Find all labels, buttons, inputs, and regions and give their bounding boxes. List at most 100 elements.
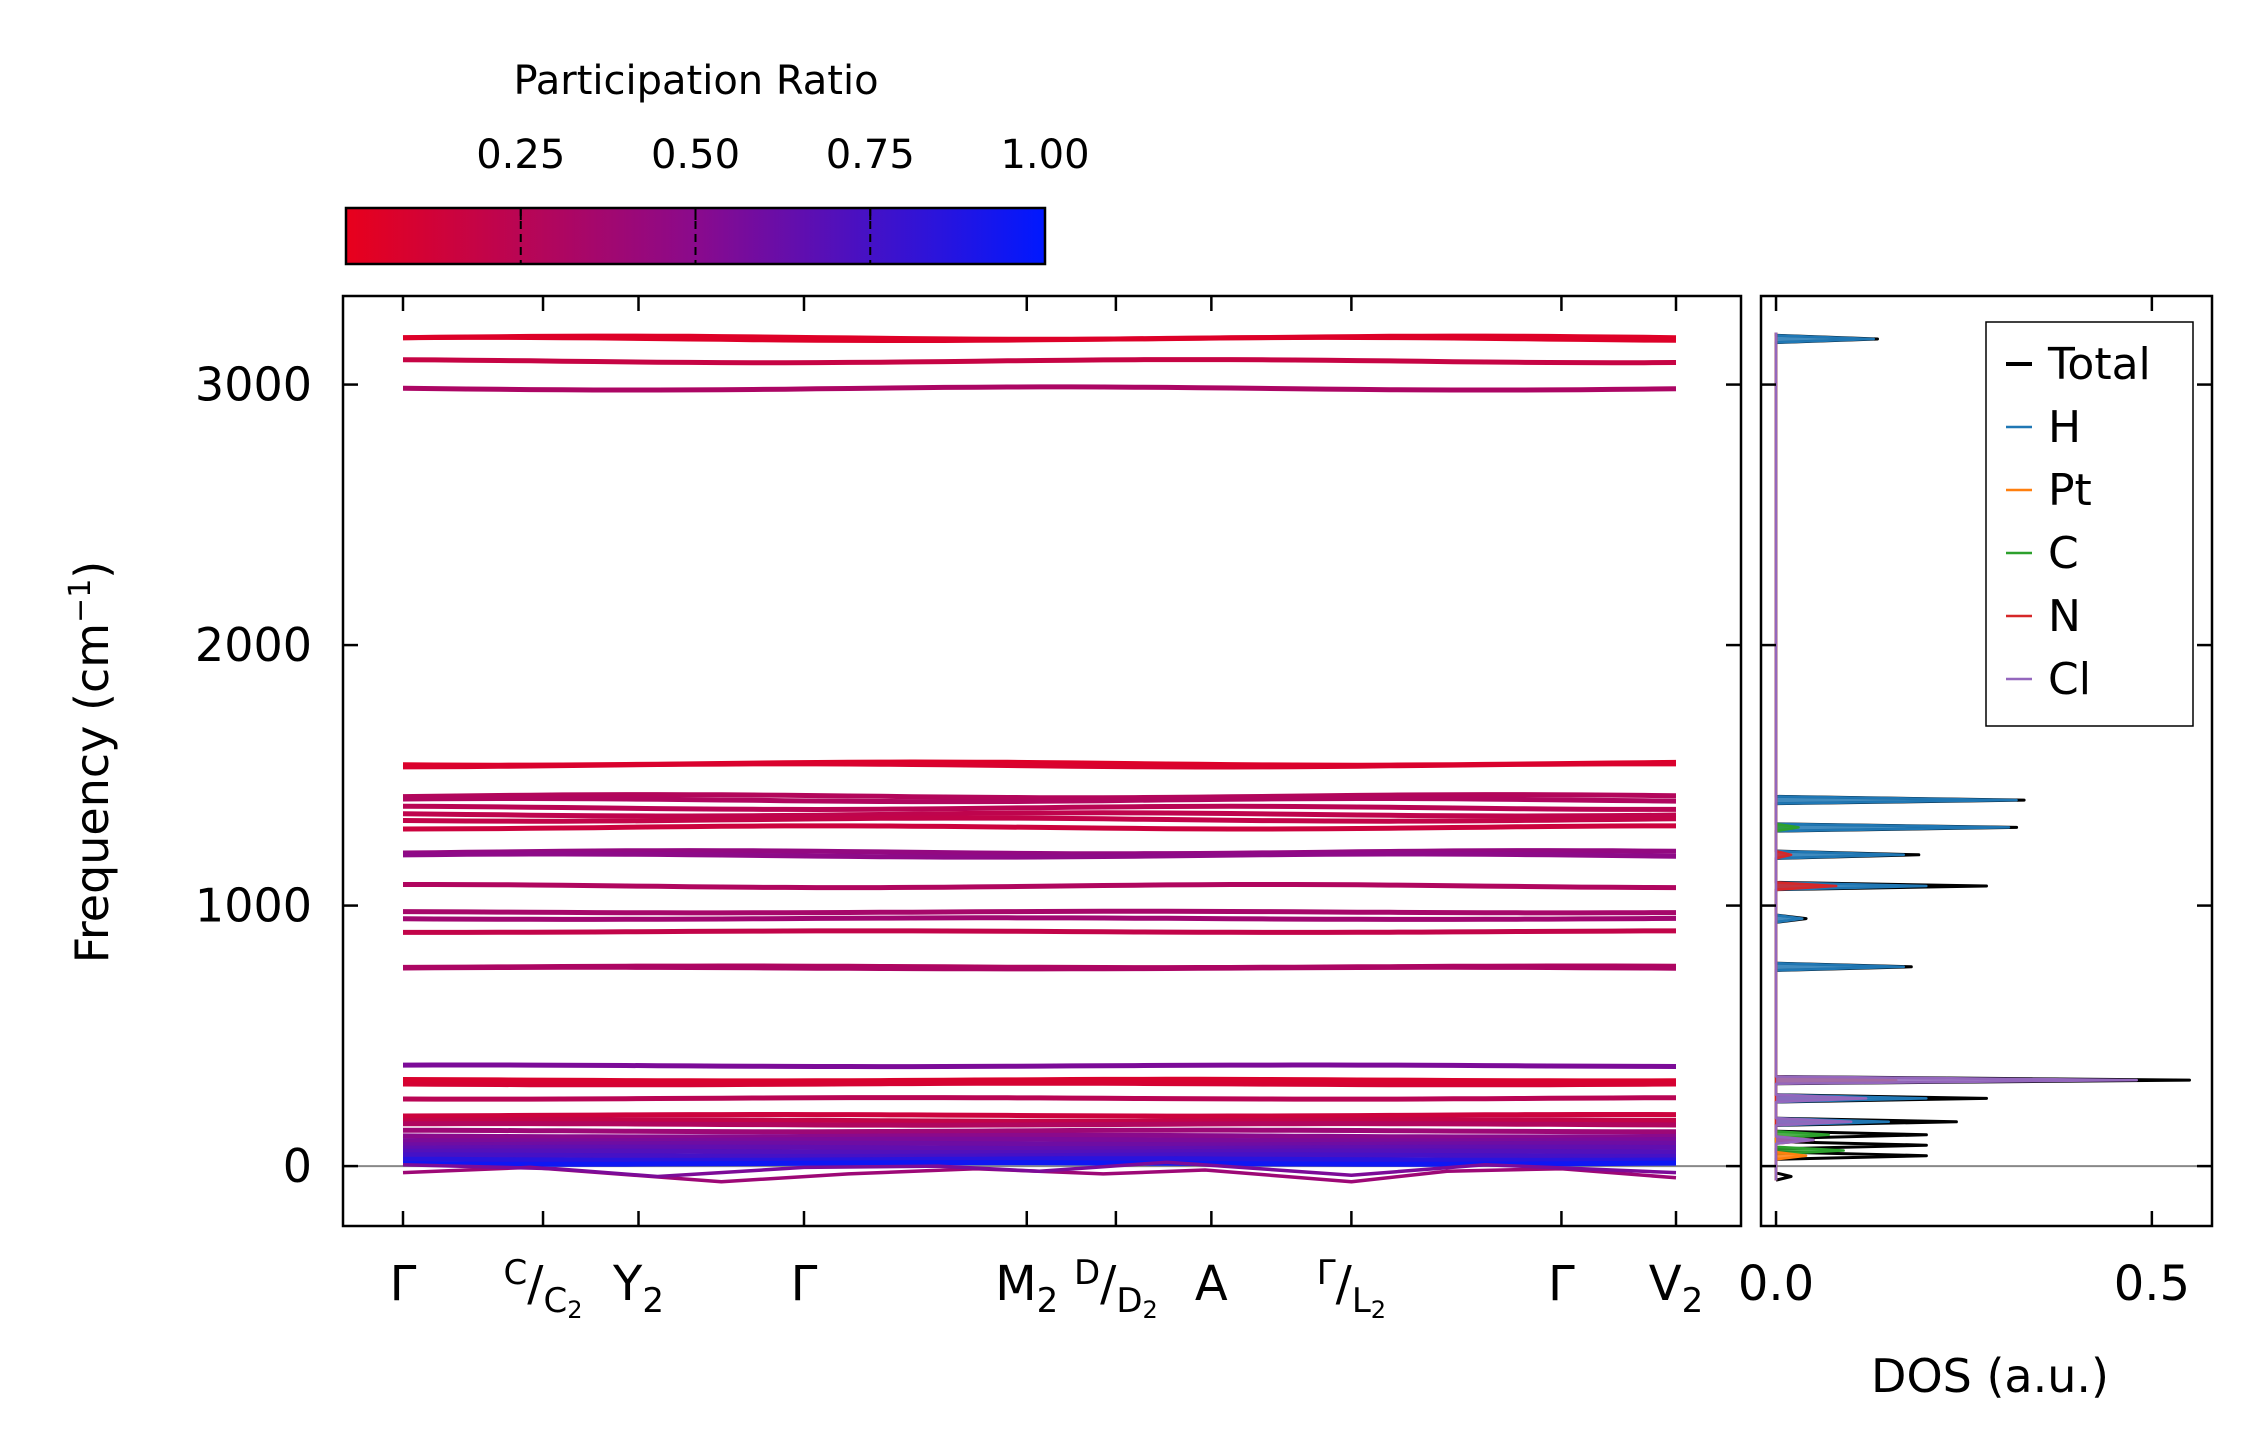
band-line xyxy=(403,1140,1676,1148)
band-line xyxy=(402,964,1677,972)
band-line xyxy=(402,761,1676,770)
dos-line-h xyxy=(1774,332,2018,1181)
dos-fill-pt xyxy=(1776,332,1897,1181)
band-line xyxy=(402,1112,1677,1119)
x-tick-label-main: Γ xyxy=(1548,1256,1575,1312)
legend-label-total: Total xyxy=(2047,339,2151,390)
legend-label-h: H xyxy=(2048,402,2081,453)
x-tick-label-sub: L xyxy=(1352,1281,1371,1321)
band-line xyxy=(402,1076,1677,1084)
x-tick-label-main: Y xyxy=(612,1256,643,1312)
band-line xyxy=(402,1144,1677,1152)
band-line xyxy=(402,1062,1677,1070)
colorbar-ticks xyxy=(519,208,1046,264)
x-tick-label-sub2: 2 xyxy=(1143,1296,1158,1324)
dos-legend: Total H Pt CN Cl xyxy=(2006,339,2151,705)
x-tick-label-sub: 2 xyxy=(1682,1281,1704,1321)
band-line xyxy=(402,796,1677,805)
band-line xyxy=(403,882,1677,891)
band-line xyxy=(402,1148,1677,1155)
band-plot-frame xyxy=(341,294,1743,1228)
y-tick-label: 1000 xyxy=(195,879,312,933)
band-line xyxy=(402,384,1677,393)
band-line xyxy=(402,1136,1677,1144)
y-axis-label-sup: −1 xyxy=(63,579,98,623)
colorbar-title: Participation Ratio xyxy=(513,58,878,104)
band-y-ticks: 0 1000 2000 3000 xyxy=(195,358,1741,1193)
band-line xyxy=(402,1156,1677,1163)
y-tick-label: 0 xyxy=(283,1139,312,1193)
x-tick-label-slash: / xyxy=(1100,1256,1117,1312)
band-line xyxy=(402,1117,1677,1124)
dos-line-pt xyxy=(1774,332,1898,1181)
colorbar-tick-label: 0.25 xyxy=(476,132,565,178)
dos-fill-h xyxy=(1776,332,2017,1181)
x-tick-label-sub: C xyxy=(543,1281,567,1321)
x-tick-label-sup: D xyxy=(1074,1253,1100,1293)
x-tick-label-main: A xyxy=(1195,1256,1228,1312)
x-tick-label-gamma-l2: Γ/L2 xyxy=(1317,1253,1386,1324)
colorbar-tick-label: 1.00 xyxy=(1000,132,1089,178)
band-line xyxy=(402,848,1677,857)
x-tick-label-main: V xyxy=(1649,1256,1682,1312)
band-line xyxy=(402,810,1677,819)
band-line xyxy=(402,1095,1677,1102)
legend-label-n: N xyxy=(2048,591,2081,642)
band-line xyxy=(402,1121,1677,1128)
dos-fill-n xyxy=(1776,332,1837,1181)
y-tick-label: 2000 xyxy=(195,618,312,672)
y-axis-label-close: ) xyxy=(65,561,119,579)
x-tick-label-main: Γ xyxy=(791,1256,818,1312)
x-tick-label-gamma1: Γ xyxy=(390,1256,417,1312)
x-tick-label-sub2: 2 xyxy=(567,1296,582,1324)
x-tick-label-sub: D xyxy=(1116,1281,1142,1321)
legend-label-c: C xyxy=(2048,528,2079,579)
x-tick-label-sub: 2 xyxy=(642,1281,664,1321)
band-line xyxy=(402,357,1677,366)
legend-label-cl: Cl xyxy=(2048,654,2091,705)
band-line xyxy=(402,334,1677,343)
dos-line-n xyxy=(1774,332,1838,1181)
x-tick-label-sup: Γ xyxy=(1317,1253,1336,1293)
band-x-ticks: Γ C/C2 Y2 Γ M2D/D2 A Γ/L2 Γ V2 xyxy=(390,296,1703,1324)
band-line xyxy=(403,928,1676,935)
y-tick-label: 3000 xyxy=(195,358,312,412)
x-tick-label-a: A xyxy=(1195,1256,1228,1312)
band-lines xyxy=(402,333,1677,1184)
x-tick-label-slash: / xyxy=(527,1256,544,1312)
dos-curves xyxy=(1774,332,2191,1182)
colorbar-tick-label: 0.75 xyxy=(826,132,915,178)
x-tick-label-sub2: 2 xyxy=(1371,1296,1386,1324)
x-tick-label-c-c2: C/C2 xyxy=(504,1253,583,1324)
x-tick-label-v2: V2 xyxy=(1649,1256,1703,1321)
dos-legend-frame xyxy=(1985,321,2194,727)
x-tick-label-main: Γ xyxy=(390,1256,417,1312)
x-tick-label-slash: / xyxy=(1336,1256,1353,1312)
colorbar-tick-label: 0.50 xyxy=(651,132,740,178)
band-line xyxy=(402,851,1677,860)
dispersive-band-line xyxy=(402,1165,1677,1184)
dos-ticks: 0.0 0.5 xyxy=(1738,296,2212,1312)
y-axis-label: Frequency (cm−1) xyxy=(63,561,119,964)
x-tick-label-gamma2: Γ xyxy=(791,1256,818,1312)
band-line xyxy=(403,1152,1676,1159)
x-tick-label-m2: M2 xyxy=(995,1256,1058,1321)
x-tick-label-d-d2: D/D2 xyxy=(1074,1253,1158,1324)
band-line xyxy=(402,1080,1677,1088)
band-line xyxy=(402,823,1676,832)
dos-x-tick-label: 0.0 xyxy=(1738,1256,1814,1312)
dos-x-axis-label: DOS (a.u.) xyxy=(1871,1349,2109,1403)
dos-line-c xyxy=(1774,332,1845,1181)
x-tick-label-main: M xyxy=(995,1256,1036,1312)
colorbar-tick-labels: 0.25 0.50 0.75 1.00 xyxy=(476,132,1089,178)
dos-plot-frame xyxy=(1759,294,2214,1228)
band-line xyxy=(402,915,1677,922)
band-line xyxy=(402,792,1677,801)
band-line xyxy=(402,1132,1677,1140)
legend-label-pt: Pt xyxy=(2048,465,2092,516)
dos-x-tick-label: 0.5 xyxy=(2114,1256,2190,1312)
x-tick-label-gamma3: Γ xyxy=(1548,1256,1575,1312)
band-line xyxy=(402,815,1677,824)
band-line xyxy=(402,803,1676,813)
